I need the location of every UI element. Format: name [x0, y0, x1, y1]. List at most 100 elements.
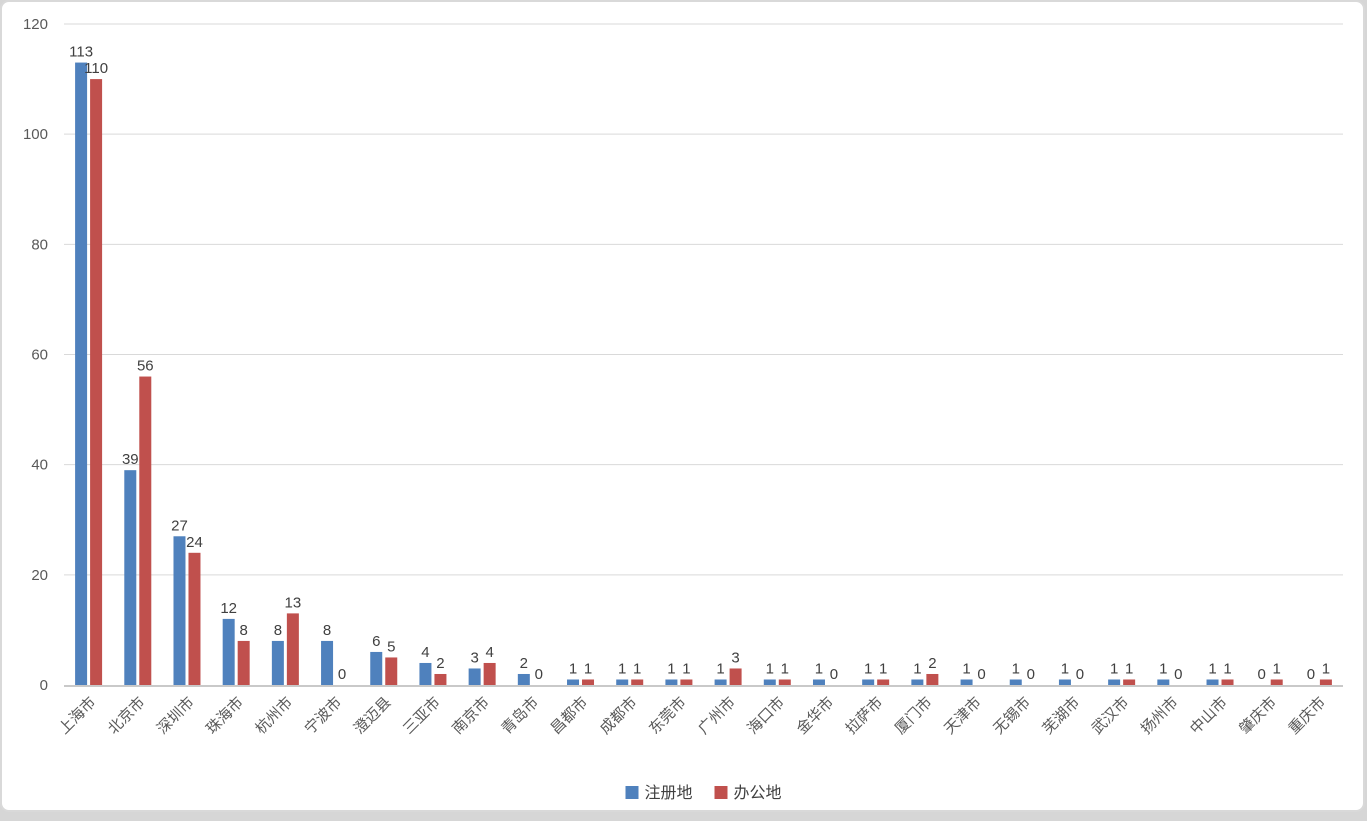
bar	[1108, 679, 1121, 685]
x-axis-category-label: 广州市	[695, 694, 739, 738]
bar	[370, 651, 383, 685]
bar-value-label: 12	[220, 600, 237, 617]
bar-value-label: 110	[84, 60, 108, 77]
bar	[714, 679, 727, 685]
bar	[665, 679, 678, 685]
x-axis-category-label: 北京市	[105, 694, 149, 738]
bar-value-label: 39	[122, 451, 139, 468]
bar	[680, 679, 693, 685]
legend-label: 办公地	[734, 784, 782, 802]
bar-chart-canvas: 020406080100120113110上海市3956北京市2724深圳市12…	[23, 16, 1343, 802]
bar-value-label: 56	[137, 358, 154, 375]
bar-value-label: 1	[864, 660, 872, 677]
bar	[729, 668, 742, 685]
x-axis-category-label: 海口市	[744, 694, 788, 738]
legend-swatch	[714, 786, 728, 799]
bar	[1319, 679, 1332, 685]
bar-value-label: 2	[436, 655, 444, 672]
bar	[616, 679, 629, 685]
bar-value-label: 1	[667, 660, 675, 677]
x-axis-category-label: 上海市	[56, 694, 100, 738]
bar-value-label: 2	[520, 655, 528, 672]
bar	[567, 679, 580, 685]
bar-value-label: 1	[1110, 660, 1118, 677]
y-axis-tick-label: 0	[40, 677, 48, 694]
bar	[419, 662, 432, 685]
bar-value-label: 0	[338, 666, 346, 683]
bar-value-label: 0	[535, 666, 543, 683]
x-axis-category-label: 中山市	[1187, 694, 1231, 738]
x-axis-category-label: 青岛市	[498, 694, 542, 738]
x-axis-category-label: 珠海市	[203, 694, 247, 738]
legend-swatch	[625, 786, 639, 799]
bar-value-label: 1	[815, 660, 823, 677]
bar-value-label: 13	[285, 594, 302, 611]
x-axis-category-label: 深圳市	[154, 694, 198, 738]
bar	[862, 679, 875, 685]
bar-value-label: 8	[274, 622, 282, 639]
bar-value-label: 3	[470, 649, 478, 666]
bar	[517, 673, 530, 685]
bar-value-label: 1	[633, 660, 641, 677]
bar-value-label: 0	[977, 666, 985, 683]
bar	[1009, 679, 1022, 685]
bar	[812, 679, 825, 685]
bar	[1123, 679, 1136, 685]
bar-value-label: 4	[485, 644, 493, 661]
y-axis-tick-label: 120	[23, 16, 48, 33]
x-axis-category-label: 拉萨市	[843, 694, 887, 738]
y-axis-tick-label: 100	[23, 126, 48, 143]
bar-value-label: 1	[1273, 660, 1281, 677]
bar-value-label: 27	[171, 517, 188, 534]
bar	[468, 668, 481, 685]
bar-value-label: 5	[387, 638, 395, 655]
bar-value-label: 1	[682, 660, 690, 677]
bar-value-label: 8	[323, 622, 331, 639]
bar-value-label: 8	[240, 622, 248, 639]
x-axis-category-label: 厦门市	[892, 694, 936, 738]
bar	[1270, 679, 1283, 685]
bar-value-label: 1	[1322, 660, 1330, 677]
bar-value-label: 1	[1125, 660, 1133, 677]
x-axis-category-label: 宁波市	[302, 694, 346, 738]
bar-value-label: 113	[69, 44, 93, 61]
bar-value-label: 1	[913, 660, 921, 677]
bar-value-label: 0	[1174, 666, 1182, 683]
bar-value-label: 4	[421, 644, 429, 661]
bar-value-label: 1	[1061, 660, 1069, 677]
bar-value-label: 0	[1076, 666, 1084, 683]
bar	[385, 657, 398, 685]
y-axis-tick-label: 20	[31, 567, 48, 584]
bar	[222, 618, 235, 685]
x-axis-category-label: 扬州市	[1138, 694, 1182, 738]
bar-value-label: 1	[584, 660, 592, 677]
x-axis-category-label: 三亚市	[400, 694, 444, 738]
x-axis-category-label: 肇庆市	[1236, 694, 1280, 738]
bar	[321, 640, 334, 685]
bar-value-label: 1	[618, 660, 626, 677]
x-axis-category-label: 重庆市	[1285, 694, 1329, 738]
bar	[1058, 679, 1071, 685]
bar-value-label: 1	[962, 660, 970, 677]
bar-value-label: 0	[1258, 666, 1266, 683]
bar-value-label: 1	[1223, 660, 1231, 677]
bar-value-label: 1	[716, 660, 724, 677]
bar	[582, 679, 595, 685]
bar	[286, 613, 299, 685]
x-axis-category-label: 无锡市	[990, 694, 1034, 738]
x-axis-category-label: 武汉市	[1089, 694, 1133, 738]
x-axis-category-label: 杭州市	[252, 694, 296, 738]
bar-value-label: 1	[766, 660, 774, 677]
bar-value-label: 1	[1012, 660, 1020, 677]
bar	[90, 79, 103, 686]
bar-value-label: 0	[1307, 666, 1315, 683]
bar-value-label: 6	[372, 633, 380, 650]
bar	[960, 679, 973, 685]
bar	[911, 679, 924, 685]
bar-value-label: 3	[731, 649, 739, 666]
y-axis-tick-label: 80	[31, 236, 48, 253]
bar-value-label: 1	[569, 660, 577, 677]
bar-value-label: 2	[928, 655, 936, 672]
bar	[173, 536, 186, 685]
